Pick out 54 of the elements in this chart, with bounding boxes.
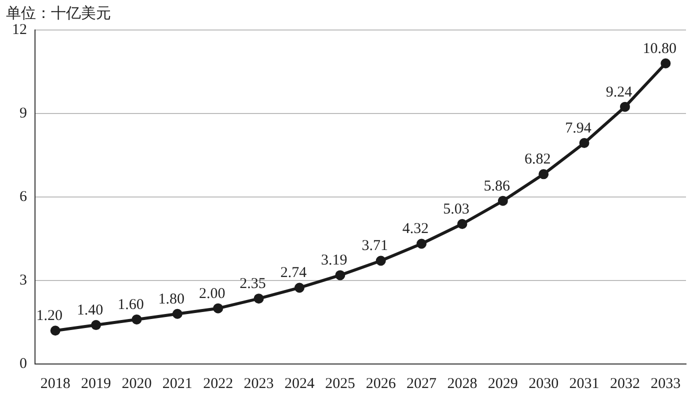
- data-label: 3.19: [321, 252, 348, 269]
- x-tick-label: 2029: [488, 376, 518, 392]
- x-tick-label: 2033: [650, 376, 681, 392]
- y-tick-label: 9: [20, 105, 27, 122]
- data-label: 10.80: [642, 40, 677, 57]
- point: [213, 303, 224, 314]
- y-tick-label: 12: [12, 22, 27, 38]
- data-label: 4.32: [402, 221, 429, 238]
- point: [457, 219, 468, 229]
- data-label: 6.82: [524, 152, 551, 168]
- point: [132, 314, 142, 324]
- point: [172, 308, 182, 319]
- point: [91, 320, 102, 330]
- x-tick-label: 2025: [325, 376, 356, 392]
- data-label: 1.20: [36, 308, 62, 324]
- x-tick-label: 2020: [122, 376, 152, 392]
- data-label: 5.03: [443, 201, 470, 218]
- point: [294, 282, 304, 293]
- y-tick-label: 6: [20, 188, 28, 205]
- data-label: 2.74: [280, 265, 308, 282]
- point: [416, 238, 427, 249]
- data-label: 5.86: [484, 178, 511, 194]
- point: [660, 58, 671, 68]
- x-tick-label: 2023: [244, 376, 274, 392]
- point: [50, 326, 60, 336]
- x-tick-label: 2019: [81, 376, 112, 392]
- point: [579, 138, 590, 148]
- x-tick-label: 2018: [40, 376, 70, 392]
- data-label: 1.80: [158, 291, 185, 308]
- data-label: 2.00: [198, 286, 226, 302]
- data-label: 3.71: [362, 238, 388, 254]
- data-label: 7.94: [565, 120, 592, 136]
- point: [538, 169, 549, 180]
- x-tick-label: 2021: [162, 376, 192, 392]
- point: [498, 196, 508, 206]
- data-label: 2.35: [240, 276, 266, 292]
- x-tick-label: 2028: [447, 376, 478, 392]
- point: [254, 294, 264, 304]
- y-tick-label: 0: [20, 356, 27, 372]
- y-tick-label: 3: [20, 272, 27, 288]
- x-tick-label: 2026: [366, 376, 396, 392]
- x-tick-label: 2024: [284, 376, 315, 392]
- data-label: 9.24: [606, 84, 633, 100]
- point: [376, 256, 386, 266]
- data-label: 1.60: [118, 296, 144, 313]
- point: [620, 102, 630, 112]
- x-tick-label: 2030: [528, 376, 559, 392]
- x-tick-label: 2032: [610, 376, 640, 392]
- x-tick-label: 2031: [569, 376, 600, 392]
- x-tick-label: 2027: [406, 376, 438, 392]
- data-label: 1.40: [76, 302, 104, 318]
- y-axis-title: 单位：十亿美元: [6, 4, 111, 23]
- point: [335, 270, 346, 280]
- x-tick-label: 2022: [203, 376, 234, 392]
